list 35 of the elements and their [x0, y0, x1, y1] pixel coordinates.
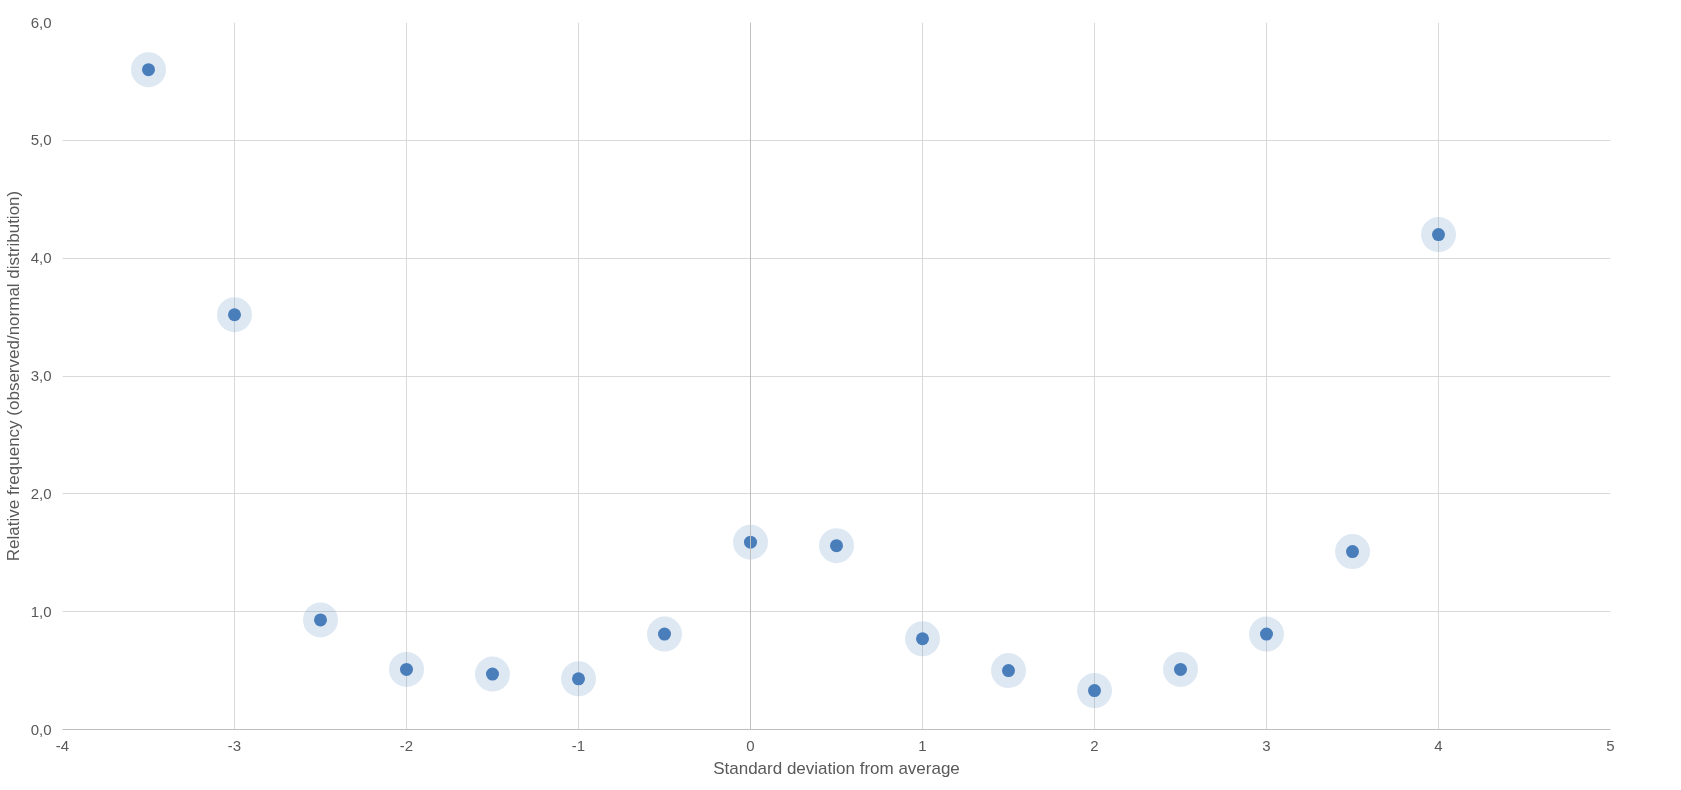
x-tick-label: 3 — [1262, 736, 1271, 754]
point — [1163, 651, 1198, 687]
y-tick-label: 0,0 — [30, 720, 52, 738]
point — [561, 661, 596, 697]
x-tick-label: 4 — [1434, 736, 1443, 754]
y-tick-label: 4,0 — [30, 249, 52, 267]
point — [475, 656, 510, 692]
x-tick-label: 5 — [1606, 736, 1615, 754]
x-tick-label: 0 — [746, 736, 755, 754]
point — [1335, 534, 1370, 570]
y-tick-label: 2,0 — [30, 484, 52, 502]
y-tick-label: 5,0 — [30, 131, 52, 149]
point — [303, 602, 338, 638]
point — [647, 616, 682, 652]
y-axis-title: Relative frequency (observed/normal distribution) — [3, 190, 23, 562]
point — [905, 621, 940, 657]
x-tick-label: -1 — [571, 736, 586, 754]
point — [389, 651, 424, 687]
point — [991, 653, 1026, 689]
x-tick-label: -3 — [227, 736, 242, 754]
point — [733, 524, 768, 560]
point — [217, 297, 252, 333]
x-tick-label: 1 — [918, 736, 927, 754]
y-tick-label: 6,0 — [30, 13, 52, 31]
x-tick-label: -4 — [55, 736, 70, 754]
x-tick-label: -2 — [399, 736, 414, 754]
x-axis-title: Standard deviation from average — [713, 758, 960, 778]
point — [819, 528, 854, 564]
y-tick-label: 3,0 — [30, 367, 52, 384]
point — [1421, 217, 1456, 253]
x-tick-label: 2 — [1090, 736, 1099, 754]
point — [131, 52, 166, 88]
point — [1077, 673, 1112, 709]
y-tick-label: 1,0 — [30, 602, 52, 620]
point — [1249, 616, 1284, 652]
